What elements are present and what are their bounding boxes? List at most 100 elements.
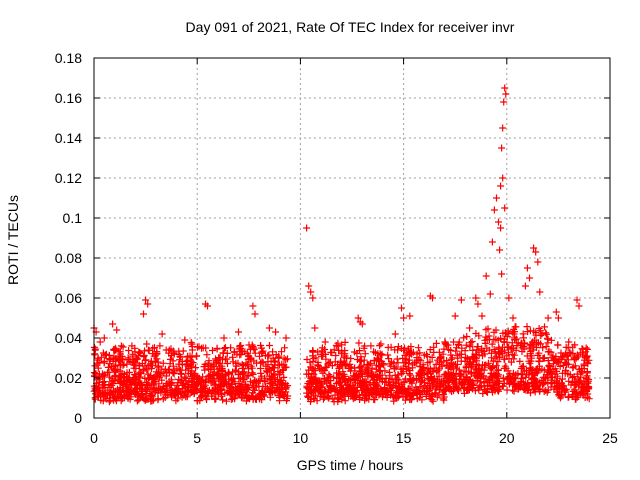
data-point (511, 333, 519, 341)
data-point (249, 370, 257, 378)
data-point (452, 380, 460, 388)
x-tick-label: 10 (293, 430, 309, 446)
data-point (493, 362, 500, 370)
data-point (529, 346, 537, 354)
data-point (307, 398, 314, 405)
data-point (430, 343, 438, 351)
data-point (235, 328, 242, 336)
data-point (583, 386, 590, 394)
data-point (510, 351, 518, 359)
data-point (401, 396, 409, 404)
data-point (188, 381, 195, 389)
data-point (212, 395, 220, 403)
data-point (520, 345, 528, 353)
data-point (181, 373, 189, 381)
data-point (542, 343, 550, 351)
data-point (457, 296, 465, 304)
data-point (381, 378, 389, 386)
data-point (346, 363, 354, 371)
data-point (281, 382, 289, 390)
data-point (361, 389, 369, 397)
data-point (222, 397, 230, 405)
data-point (314, 348, 322, 356)
data-point (270, 357, 278, 365)
data-point (489, 364, 497, 371)
data-point (505, 294, 513, 302)
data-point (226, 383, 234, 391)
data-point (136, 381, 144, 389)
data-point (347, 355, 355, 362)
data-point (378, 388, 386, 395)
data-point (465, 384, 473, 392)
data-point (220, 373, 228, 381)
data-point (116, 354, 124, 362)
data-point (445, 371, 453, 379)
data-point (357, 357, 365, 365)
data-point (177, 370, 185, 377)
data-point (542, 329, 550, 337)
data-point (250, 357, 258, 365)
data-point (474, 343, 482, 351)
data-point (543, 335, 551, 343)
data-point (420, 384, 428, 392)
data-point (279, 366, 287, 374)
data-point (138, 391, 146, 399)
data-point (460, 389, 468, 397)
data-point (158, 330, 166, 338)
data-point (510, 325, 518, 333)
data-point (355, 339, 363, 347)
data-point (490, 336, 498, 344)
data-point (246, 378, 254, 386)
data-point (191, 386, 199, 394)
y-axis-title: ROTI / TECUs (5, 195, 21, 285)
chart-title: Day 091 of 2021, Rate Of TEC Index for r… (186, 19, 515, 35)
data-point (123, 381, 131, 389)
data-point (106, 373, 114, 381)
data-point (111, 346, 119, 354)
data-point (128, 359, 136, 367)
data-point (251, 349, 259, 357)
data-point (213, 344, 221, 352)
data-point (178, 361, 186, 369)
data-point (400, 314, 408, 322)
data-point (94, 391, 102, 399)
data-point (192, 364, 200, 372)
data-point (325, 388, 333, 396)
data-point (501, 329, 509, 337)
data-point (490, 206, 498, 214)
data-point (200, 363, 208, 371)
data-point (334, 339, 342, 347)
data-point (153, 348, 161, 356)
data-point (321, 366, 329, 374)
data-point (338, 396, 346, 404)
data-point (166, 360, 174, 368)
data-point (404, 350, 412, 358)
data-point (361, 350, 369, 358)
data-point (447, 355, 455, 363)
data-point (209, 347, 216, 354)
data-point (168, 379, 176, 386)
data-point (117, 372, 125, 380)
data-point (492, 381, 500, 389)
data-point (543, 388, 551, 396)
data-point (393, 355, 401, 363)
data-point (440, 393, 448, 401)
data-point (469, 354, 477, 362)
data-point (232, 366, 240, 374)
data-point (440, 357, 448, 365)
data-point (202, 394, 210, 402)
data-point (458, 379, 466, 387)
data-point (261, 352, 269, 360)
data-point (150, 396, 157, 404)
data-point (538, 365, 546, 373)
data-point (346, 385, 354, 393)
data-point (491, 354, 499, 362)
data-point (413, 386, 421, 394)
x-tick-label: 20 (499, 430, 515, 446)
data-point (137, 369, 145, 377)
data-point (427, 384, 435, 392)
data-point (251, 310, 259, 318)
data-point (521, 385, 529, 393)
x-axis-title: GPS time / hours (297, 457, 404, 473)
data-point (378, 350, 386, 358)
